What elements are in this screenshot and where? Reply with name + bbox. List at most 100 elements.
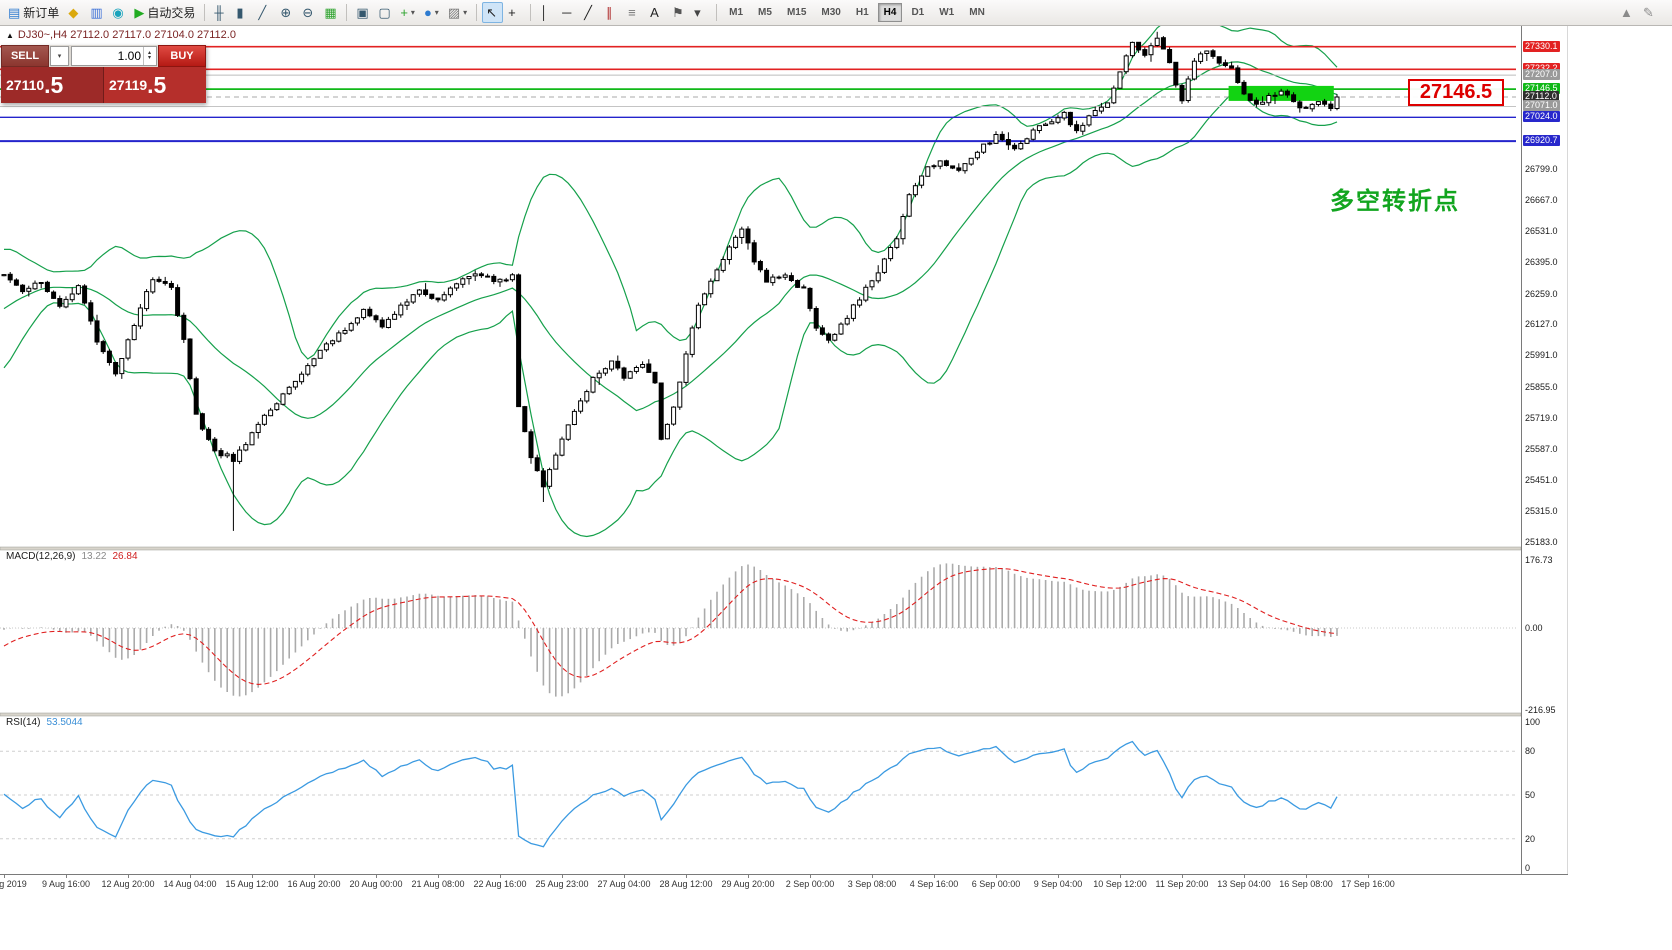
time-label: 8 Aug 2019 xyxy=(0,879,27,889)
text-label-tool[interactable]: ⚑ xyxy=(668,2,689,23)
panel-separator[interactable] xyxy=(0,546,1522,551)
turning-point-note[interactable]: 多空转折点 xyxy=(1330,187,1460,215)
data-window-icon-glyph: ▥ xyxy=(90,5,103,20)
toolbar-separator xyxy=(530,4,532,21)
timeframe-button-mn[interactable]: MN xyxy=(969,7,985,18)
templates-button[interactable]: ▨ ▾ xyxy=(444,2,471,23)
timeframe-button-w1[interactable]: W1 xyxy=(939,7,955,18)
time-label: 9 Aug 16:00 xyxy=(41,879,91,889)
bar-chart-icon[interactable]: ╫ xyxy=(210,2,231,23)
price-level-tag: 27232.2 xyxy=(1523,63,1560,75)
candlestick-chart-icon[interactable]: ▮ xyxy=(232,2,253,23)
time-tick xyxy=(872,875,873,878)
timeframe-button-m30[interactable]: M30 xyxy=(821,7,841,18)
rsi-line xyxy=(3,740,1338,848)
rsi-scale-label: 50 xyxy=(1525,790,1536,800)
order-type-dropdown[interactable]: ▾ xyxy=(50,46,69,66)
edit-icon[interactable]: ✎ xyxy=(1639,2,1660,23)
spin-up-icon[interactable]: ▴ xyxy=(147,50,151,56)
spin-down-icon[interactable]: ▾ xyxy=(147,55,151,61)
macd-histogram xyxy=(3,563,1338,697)
time-label: 13 Sep 04:00 xyxy=(1217,879,1271,889)
sell-price[interactable]: 27110 .5 xyxy=(1,67,103,103)
time-label: 16 Aug 20:00 xyxy=(287,879,341,889)
terminal-icon[interactable]: ◉ xyxy=(108,2,129,23)
profiles-button-glyph: ● xyxy=(423,5,432,20)
templates-button-glyph: ▨ xyxy=(447,5,461,20)
equidistant-channel-tool[interactable]: ∥ xyxy=(602,2,623,23)
time-label: 25 Aug 23:00 xyxy=(535,879,589,889)
buy-price[interactable]: 27119 .5 xyxy=(103,67,206,103)
crosshair-tool-glyph: + xyxy=(508,5,516,20)
new-chart-button[interactable]: + ▾ xyxy=(396,2,419,23)
macd-signal-line xyxy=(3,567,1338,685)
market-watch-icon-glyph: ◆ xyxy=(68,5,79,20)
chart-scroll-icon[interactable]: ▲ xyxy=(1616,2,1637,23)
market-watch-icon[interactable]: ◆ xyxy=(64,2,85,23)
trade-panel-prices: 27110 .5 27119 .5 xyxy=(1,67,206,103)
cursor-tool[interactable]: ↖ xyxy=(482,2,504,23)
expand-arrow-icon[interactable]: ▲ xyxy=(6,30,14,40)
sell-price-main: 27110 xyxy=(6,77,45,93)
time-label: 12 Aug 20:00 xyxy=(101,879,155,889)
price-callout[interactable]: 27146.5 xyxy=(1408,79,1504,106)
cascade-windows-icon[interactable]: ▢ xyxy=(374,2,395,23)
objects-dropdown-glyph: ▾ xyxy=(694,5,701,20)
new-order-button[interactable]: ▤ 新订单 xyxy=(4,2,63,23)
time-tick xyxy=(128,875,129,878)
vertical-line-tool[interactable]: │ xyxy=(536,2,557,23)
time-tick xyxy=(562,875,563,878)
zoom-out-icon[interactable]: ⊖ xyxy=(298,2,319,23)
price-tick-label: 26127.0 xyxy=(1525,319,1558,330)
horizontal-line-tool[interactable]: ─ xyxy=(558,2,579,23)
strategy-tester-icon[interactable]: ▦ xyxy=(320,2,341,23)
time-tick xyxy=(1306,875,1307,878)
data-window-icon[interactable]: ▥ xyxy=(86,2,107,23)
horizontal-line-tool-glyph: ─ xyxy=(562,5,572,20)
timeframe-button-h4[interactable]: H4 xyxy=(877,3,903,22)
timeframe-button-m1[interactable]: M1 xyxy=(729,7,744,18)
panel-separator[interactable] xyxy=(0,712,1522,717)
rsi-indicator-label: RSI(14) 53.5044 xyxy=(6,717,83,728)
time-tick xyxy=(810,875,811,878)
price-tick-label: 25451.0 xyxy=(1525,474,1558,485)
profiles-button[interactable]: ● ▾ xyxy=(420,2,443,23)
fibonacci-tool[interactable]: ≡ xyxy=(624,2,645,23)
timeframe-button-m15[interactable]: M15 xyxy=(786,7,807,18)
crosshair-tool[interactable]: + xyxy=(504,2,525,23)
terminal-icon-glyph: ◉ xyxy=(112,5,124,20)
volume-input[interactable]: 1.00 ▴ ▾ xyxy=(71,46,157,66)
tile-windows-icon[interactable]: ▣ xyxy=(352,2,373,23)
chart-canvas[interactable] xyxy=(0,26,1522,874)
time-tick xyxy=(66,875,67,878)
timeframe-button-h1[interactable]: H1 xyxy=(855,7,869,18)
autotrading-button[interactable]: ▶ 自动交易 xyxy=(130,2,199,23)
timeframe-button-m5[interactable]: M5 xyxy=(758,7,772,18)
zoom-in-icon[interactable]: ⊕ xyxy=(276,2,297,23)
sell-button[interactable]: SELL xyxy=(1,45,49,67)
timeframe-button-d1[interactable]: D1 xyxy=(911,7,925,18)
buy-button[interactable]: BUY xyxy=(158,45,206,67)
zoom-in-icon-glyph: ⊕ xyxy=(280,5,292,20)
trendline-tool[interactable]: ╱ xyxy=(580,2,601,23)
objects-dropdown[interactable]: ▾ xyxy=(690,2,711,23)
time-label: 17 Sep 16:00 xyxy=(1341,879,1395,889)
time-label: 3 Sep 08:00 xyxy=(847,879,897,889)
price-tick-label: 26799.0 xyxy=(1525,164,1558,175)
toolbar-separator xyxy=(716,4,718,21)
line-chart-icon[interactable]: ╱ xyxy=(254,2,275,23)
toolbar-separator xyxy=(346,4,348,21)
time-label: 27 Aug 04:00 xyxy=(597,879,651,889)
toolbar-right: ▲ ✎ xyxy=(1616,2,1660,23)
new-order-button-glyph: ▤ xyxy=(8,5,21,20)
volume-spinner[interactable]: ▴ ▾ xyxy=(143,47,155,65)
text-tool[interactable]: A xyxy=(646,2,667,23)
price-axis[interactable]: 26799.0 26667.0 26531.0 26395.0 26259.0 26127… xyxy=(1521,26,1568,874)
price-tick-label: 25991.0 xyxy=(1525,350,1558,361)
candles xyxy=(1,31,1340,531)
time-axis[interactable]: 8 Aug 2019 9 Aug 16:00 12 Aug 20:00 14 Aug … xyxy=(0,874,1568,894)
time-label: 15 Aug 12:00 xyxy=(225,879,279,889)
time-tick xyxy=(190,875,191,878)
price-level-lines[interactable] xyxy=(0,45,1516,143)
toolbar-separator xyxy=(204,4,206,21)
